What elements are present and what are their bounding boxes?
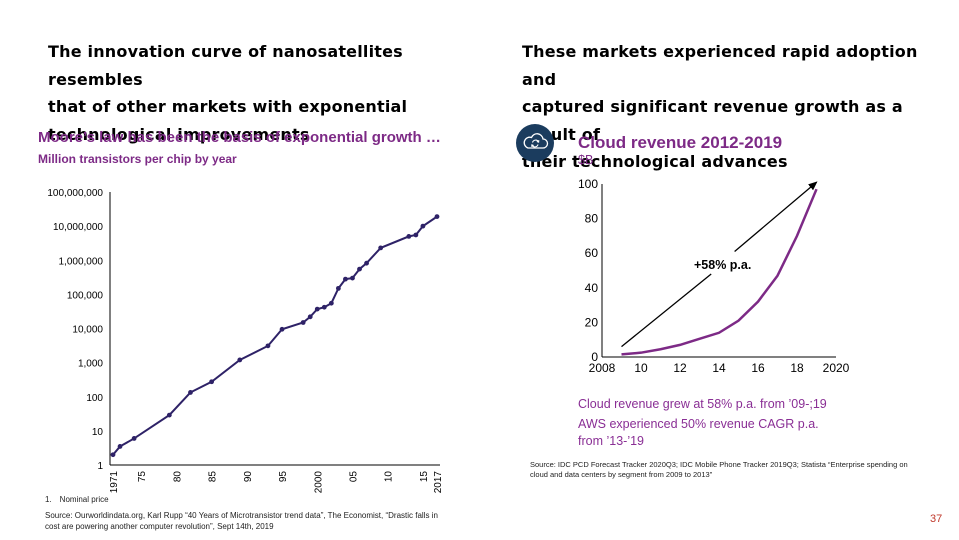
cloud-sync-icon (516, 124, 554, 162)
moore-y-tick-labels: 1 10 100 1,000 10,000 100,000 1,000,000 10,000,… (47, 188, 103, 472)
moore-data-point (335, 285, 341, 291)
right-heading-line: their technological advances (522, 152, 788, 171)
moore-data-point (357, 266, 362, 272)
growth-arrow (621, 273, 712, 348)
right-heading-line: These markets experienced rapid adoption… (522, 42, 918, 89)
left-heading-line: The innovation curve of nanosatellites r… (48, 42, 403, 89)
moore-data-point (307, 314, 313, 320)
right-source-line: Source: IDC PCD Forecast Tracker 2020Q3;… (530, 460, 908, 469)
cloud-x-tick-label: 2008 (589, 361, 616, 375)
cloud-x-tick-label: 2020 (823, 361, 850, 375)
growth-arrow-head-segment (734, 181, 818, 252)
left-heading-line: technological improvements (48, 124, 310, 144)
moore-data-point (378, 245, 384, 251)
moore-data-point (343, 276, 348, 282)
left-source: Source: Ourworldindata.org, Karl Rupp “4… (45, 510, 465, 532)
cloud-x-tick-label: 12 (673, 361, 687, 375)
moore-data-point (188, 390, 193, 395)
moore-x-tick-label: 15 (419, 471, 430, 483)
moore-data-points (110, 214, 440, 458)
moore-data-point (328, 300, 334, 306)
left-source-line: Source: Ourworldindata.org, Karl Rupp “4… (45, 511, 438, 520)
moore-data-point (110, 452, 116, 458)
moore-x-tick-label: 05 (348, 471, 359, 483)
moore-data-point (265, 343, 271, 349)
moore-y-tick-label: 100,000 (67, 290, 104, 301)
moore-data-point (166, 412, 172, 418)
cloud-x-tick-label: 18 (790, 361, 804, 375)
cloud-y-tick-label: 40 (585, 281, 599, 295)
cloud-chart-unit: $B (578, 153, 594, 167)
cloud-y-tick-label: 100 (578, 177, 598, 191)
moore-y-tick-label: 100,000,000 (47, 188, 103, 199)
moore-data-point (300, 320, 306, 325)
moore-x-tick-label: 2017 (433, 471, 444, 494)
moore-data-point (434, 214, 440, 220)
cloud-y-tick-label: 20 (585, 315, 599, 329)
cloud-chart: 0 20 40 60 80 100 2008 10 12 14 16 18 2020 (578, 177, 850, 375)
moore-y-tick-label: 10 (92, 427, 104, 438)
cloud-series-line (621, 188, 818, 356)
moore-x-tick-label: 1971 (109, 471, 120, 494)
cloud-y-tick-label: 0 (591, 350, 598, 364)
moore-x-tick-label: 95 (278, 471, 289, 483)
moore-x-tick-label: 75 (137, 471, 148, 483)
cloud-note-1: Cloud revenue grew at 58% p.a. from ’09-… (578, 397, 827, 411)
moore-x-tick-label: 2000 (313, 471, 324, 494)
cloud-note-line: AWS experienced 50% revenue CAGR p.a. (578, 417, 819, 431)
moore-data-point (117, 444, 123, 449)
moore-chart-title: Moore’s law has been the basis of expone… (38, 129, 441, 146)
moore-data-point (314, 306, 320, 312)
moore-data-point (209, 379, 215, 385)
footnote: 1. Nominal price (45, 495, 109, 504)
page-number: 37 (930, 513, 943, 525)
moore-x-tick-label: 85 (208, 471, 219, 483)
moore-x-tick-labels: 1971 75 80 85 90 95 2000 05 10 15 2017 (109, 471, 444, 494)
right-source: Source: IDC PCD Forecast Tracker 2020Q3;… (530, 460, 950, 480)
cloud-axes (601, 184, 836, 358)
moore-data-point (413, 232, 419, 238)
cloud-x-tick-label: 14 (712, 361, 726, 375)
moore-axes (109, 192, 440, 466)
left-heading: The innovation curve of nanosatellites r… (48, 38, 468, 148)
moore-chart-subtitle: Million transistors per chip by year (38, 152, 237, 166)
cloud-x-tick-label: 16 (751, 361, 765, 375)
moore-data-point (350, 275, 355, 281)
moore-y-tick-label: 100 (86, 393, 103, 404)
left-source-line: cost are powering another computer revol… (45, 522, 274, 531)
right-source-line: cloud and data centers by segment from 2… (530, 470, 713, 479)
moore-series-line (112, 215, 438, 456)
cloud-note-2: AWS experienced 50% revenue CAGR p.a. fr… (578, 416, 838, 450)
moore-y-tick-label: 1,000,000 (59, 256, 104, 267)
moore-y-tick-label: 10,000 (72, 325, 103, 336)
moore-chart: 1 10 100 1,000 10,000 100,000 1,000,000 10,000,… (47, 188, 444, 494)
moore-y-tick-label: 1 (97, 461, 103, 472)
cloud-chart-title: Cloud revenue 2012-2019 (578, 133, 783, 152)
moore-x-tick-label: 90 (243, 471, 254, 483)
moore-data-point (237, 357, 243, 363)
moore-x-tick-label: 10 (384, 471, 395, 483)
cloud-y-tick-label: 80 (585, 212, 599, 226)
moore-data-point (406, 233, 412, 239)
moore-data-point (131, 436, 137, 441)
moore-x-tick-label: 80 (172, 471, 183, 483)
moore-data-point (321, 304, 327, 310)
growth-label: +58% p.a. (694, 258, 752, 272)
cloud-x-tick-labels: 2008 10 12 14 16 18 2020 (589, 361, 850, 375)
cloud-y-tick-label: 60 (585, 246, 599, 260)
moore-y-tick-label: 1,000 (78, 359, 103, 370)
cloud-x-tick-label: 10 (634, 361, 648, 375)
moore-data-point (279, 326, 285, 332)
moore-data-point (364, 260, 369, 266)
cloud-y-tick-labels: 0 20 40 60 80 100 (578, 177, 598, 364)
moore-data-point (420, 223, 426, 229)
moore-y-tick-label: 10,000,000 (53, 222, 103, 233)
cloud-note-line: from ’13-’19 (578, 434, 644, 448)
left-heading-line: that of other markets with exponential (48, 97, 408, 116)
